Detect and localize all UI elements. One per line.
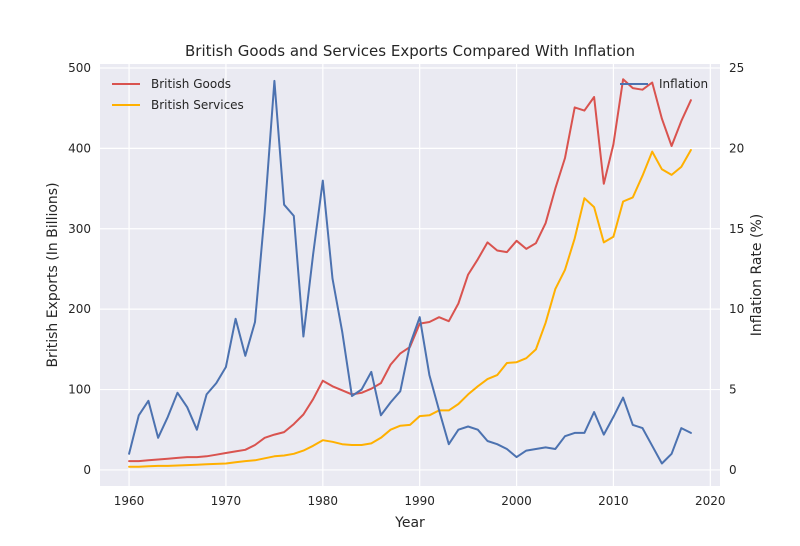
x-tick-label: 2000 bbox=[501, 494, 532, 508]
y2-tick-label: 5 bbox=[729, 383, 737, 397]
y2-tick-label: 15 bbox=[729, 222, 744, 236]
x-tick-label: 2020 bbox=[695, 494, 726, 508]
legend-right: Inflation bbox=[620, 77, 708, 91]
y2-tick-label: 25 bbox=[729, 61, 744, 75]
right-axis-ticks: 0 5 10 15 20 25 bbox=[729, 61, 744, 477]
y2-tick-label: 10 bbox=[729, 302, 744, 316]
y-tick-label: 0 bbox=[83, 463, 91, 477]
x-tick-label: 1990 bbox=[404, 494, 435, 508]
y2-tick-label: 20 bbox=[729, 141, 744, 155]
legend-label: British Services bbox=[151, 98, 244, 112]
x-tick-label: 1960 bbox=[114, 494, 145, 508]
left-axis-ticks: 0 100 200 300 400 500 bbox=[68, 61, 91, 477]
plot-area bbox=[100, 64, 720, 486]
x-tick-label: 1980 bbox=[308, 494, 339, 508]
legend-label: Inflation bbox=[659, 77, 708, 91]
y-tick-label: 200 bbox=[68, 302, 91, 316]
y-axis-label: British Exports (In Billions) bbox=[45, 182, 61, 367]
grid-lines bbox=[100, 64, 720, 486]
y2-tick-label: 0 bbox=[729, 463, 737, 477]
x-tick-label: 2010 bbox=[598, 494, 629, 508]
y2-axis-label: Inflation Rate (%) bbox=[749, 214, 765, 336]
series-lines bbox=[128, 78, 692, 468]
x-axis-label: Year bbox=[394, 515, 425, 531]
y-tick-label: 500 bbox=[68, 61, 91, 75]
x-tick-label: 1970 bbox=[211, 494, 242, 508]
legend-left: British Goods British Services bbox=[112, 77, 244, 112]
y-tick-label: 300 bbox=[68, 222, 91, 236]
x-axis-ticks: 1960 1970 1980 1990 2000 2010 2020 bbox=[114, 494, 726, 508]
y-tick-label: 400 bbox=[68, 141, 91, 155]
series-line-british-services bbox=[128, 149, 692, 468]
series-line-inflation bbox=[128, 79, 692, 465]
chart-title: British Goods and Services Exports Compa… bbox=[185, 42, 635, 60]
y-tick-label: 100 bbox=[68, 383, 91, 397]
legend-label: British Goods bbox=[151, 77, 231, 91]
